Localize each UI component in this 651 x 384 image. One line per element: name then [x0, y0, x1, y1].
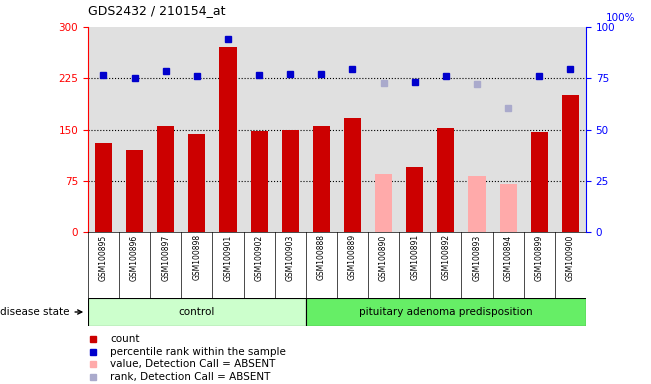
Text: GSM100892: GSM100892 [441, 234, 450, 280]
Text: GSM100897: GSM100897 [161, 234, 170, 281]
Text: GSM100888: GSM100888 [317, 234, 326, 280]
Y-axis label: 100%: 100% [606, 13, 635, 23]
Bar [126, 150, 143, 232]
Text: pituitary adenoma predisposition: pituitary adenoma predisposition [359, 307, 533, 317]
Text: GSM100903: GSM100903 [286, 234, 295, 281]
Text: GSM100902: GSM100902 [255, 234, 264, 281]
Bar [531, 132, 547, 232]
Bar [499, 184, 517, 232]
Text: GSM100896: GSM100896 [130, 234, 139, 281]
Text: disease state: disease state [0, 307, 82, 317]
Bar [251, 131, 268, 232]
Text: GSM100900: GSM100900 [566, 234, 575, 281]
Text: GSM100898: GSM100898 [192, 234, 201, 280]
Text: rank, Detection Call = ABSENT: rank, Detection Call = ABSENT [110, 372, 271, 382]
Bar [406, 167, 423, 232]
Bar [219, 47, 236, 232]
Bar [95, 143, 112, 232]
Text: GSM100894: GSM100894 [504, 234, 512, 281]
Bar [375, 174, 392, 232]
Bar [469, 176, 486, 232]
Bar [282, 129, 299, 232]
Text: GDS2432 / 210154_at: GDS2432 / 210154_at [88, 3, 225, 17]
Bar [312, 126, 330, 232]
Text: GSM100895: GSM100895 [99, 234, 108, 281]
Bar [188, 134, 205, 232]
Bar [344, 118, 361, 232]
Text: value, Detection Call = ABSENT: value, Detection Call = ABSENT [110, 359, 275, 369]
Bar [437, 128, 454, 232]
Text: GSM100901: GSM100901 [223, 234, 232, 281]
Text: percentile rank within the sample: percentile rank within the sample [110, 347, 286, 357]
Bar [562, 95, 579, 232]
Text: GSM100891: GSM100891 [410, 234, 419, 280]
Bar [306, 298, 586, 326]
Bar [157, 126, 174, 232]
Text: control: control [178, 307, 215, 317]
Text: GSM100899: GSM100899 [534, 234, 544, 281]
Text: GSM100889: GSM100889 [348, 234, 357, 280]
Bar [88, 298, 306, 326]
Text: GSM100890: GSM100890 [379, 234, 388, 281]
Text: count: count [110, 334, 140, 344]
Text: GSM100893: GSM100893 [473, 234, 482, 281]
